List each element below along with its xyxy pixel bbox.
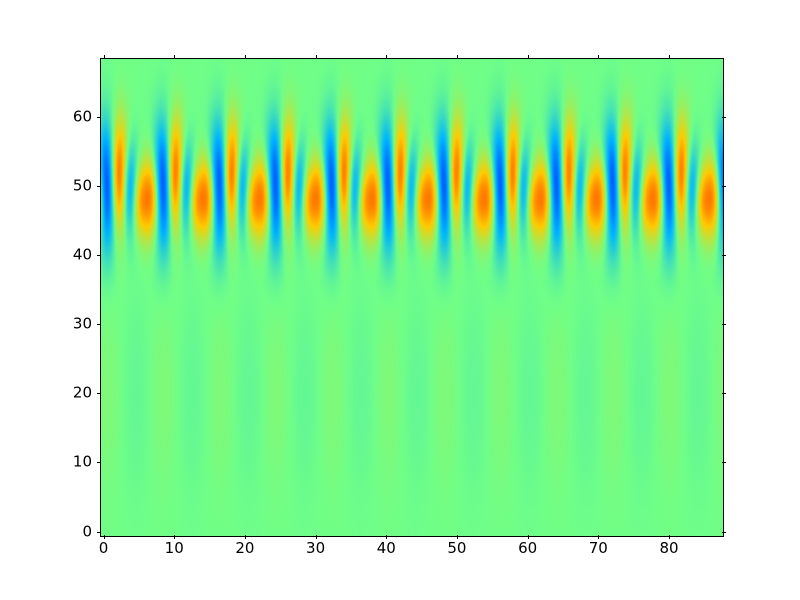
x-tick-mark <box>386 535 388 539</box>
y-tick-mark <box>97 185 101 187</box>
y-tick-label: 60 <box>72 107 92 126</box>
y-tick-mark-right <box>722 531 726 533</box>
y-tick-mark-right <box>722 185 726 187</box>
y-tick-mark <box>97 462 101 464</box>
x-tick-mark <box>527 535 529 539</box>
x-tick-mark <box>174 535 176 539</box>
y-tick-mark <box>97 324 101 326</box>
y-tick-mark-right <box>722 462 726 464</box>
x-tick-mark <box>456 535 458 539</box>
x-tick-label: 80 <box>659 539 679 557</box>
x-tick-mark-top <box>244 55 246 59</box>
y-tick-label: 20 <box>72 383 92 402</box>
y-tick-mark-right <box>722 324 726 326</box>
x-tick-mark-top <box>527 55 529 59</box>
x-tick-mark <box>244 535 246 539</box>
y-tick-mark <box>97 116 101 118</box>
x-tick-mark-top <box>386 55 388 59</box>
y-tick-label: 10 <box>72 452 92 471</box>
y-tick-mark-right <box>722 393 726 395</box>
x-tick-label: 20 <box>235 539 255 557</box>
x-tick-label: 50 <box>447 539 467 557</box>
x-tick-mark <box>103 535 105 539</box>
y-tick-mark-right <box>722 116 726 118</box>
y-tick-label: 50 <box>72 176 92 195</box>
x-tick-label: 60 <box>518 539 538 557</box>
x-tick-mark-top <box>103 55 105 59</box>
x-tick-mark-top <box>315 55 317 59</box>
x-tick-label: 40 <box>376 539 396 557</box>
y-tick-mark <box>97 255 101 257</box>
x-tick-mark-top <box>598 55 600 59</box>
x-tick-label: 30 <box>306 539 326 557</box>
y-tick-mark <box>97 393 101 395</box>
x-tick-label: 70 <box>588 539 608 557</box>
x-tick-mark-top <box>174 55 176 59</box>
x-tick-mark-top <box>668 55 670 59</box>
x-tick-label: 10 <box>164 539 184 557</box>
heatmap-axes <box>100 58 724 537</box>
y-tick-label: 30 <box>72 314 92 333</box>
x-tick-mark <box>668 535 670 539</box>
x-tick-label: 0 <box>98 539 109 557</box>
y-tick-mark-right <box>722 255 726 257</box>
y-tick-label: 40 <box>72 245 92 264</box>
x-tick-mark-top <box>456 55 458 59</box>
y-tick-label: 0 <box>82 522 92 541</box>
x-tick-mark <box>598 535 600 539</box>
x-tick-mark <box>315 535 317 539</box>
y-tick-mark <box>97 531 101 533</box>
heatmap-image <box>101 59 723 536</box>
